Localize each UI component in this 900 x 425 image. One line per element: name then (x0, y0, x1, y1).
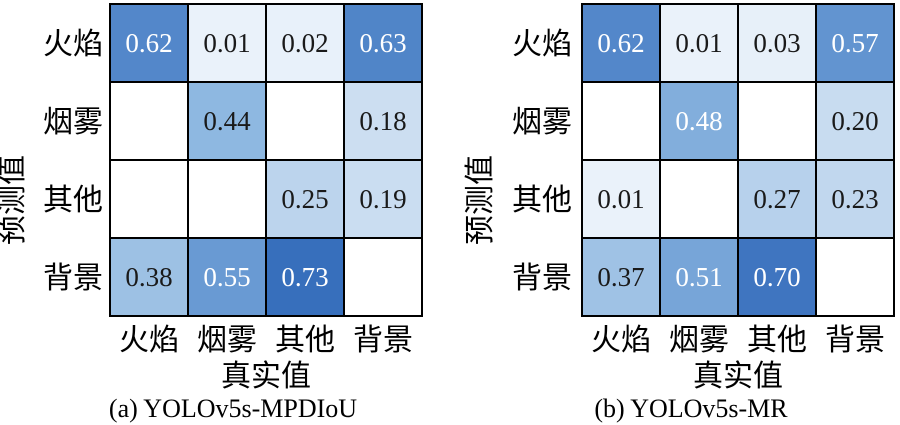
heatmap-cell (109, 3, 189, 83)
cell-value-label: 0.02 (281, 28, 328, 58)
panel-caption: (b) YOLOv5s-MR (594, 394, 788, 423)
heatmap-cell (265, 81, 345, 161)
cell-value-label: 0.01 (203, 28, 250, 58)
heatmap-cell (659, 159, 739, 239)
cell-value-label: 0.20 (831, 106, 878, 136)
cell-value-label: 0.27 (753, 184, 800, 214)
heatmap-cell (737, 159, 817, 239)
heatmap-cell (187, 237, 267, 317)
cell-value-label: 0.37 (597, 262, 644, 292)
x-tick-label: 火焰 (119, 323, 179, 358)
heatmap-cell (815, 159, 895, 239)
cell-value-label: 0.01 (675, 28, 722, 58)
cell-value-label: 0.62 (597, 28, 644, 58)
x-axis-title: 真实值 (693, 359, 783, 394)
y-axis-title: 预测值 (463, 155, 498, 245)
heatmap-cell (343, 237, 423, 317)
y-tick-label: 其他 (512, 183, 572, 218)
y-tick-label: 烟雾 (512, 105, 572, 140)
x-axis-title: 真实值 (221, 359, 311, 394)
cell-value-label: 0.38 (125, 262, 172, 292)
heatmap-cell (815, 237, 895, 317)
heatmap-cell (581, 237, 661, 317)
cell-value-label: 0.23 (831, 184, 878, 214)
x-tick-label: 背景 (825, 323, 885, 358)
heatmap-cell (343, 159, 423, 239)
y-tick-label: 背景 (43, 261, 103, 296)
cell-value-label: 0.44 (203, 106, 251, 136)
y-tick-label: 背景 (512, 261, 572, 296)
y-tick-label: 其他 (43, 183, 103, 218)
x-tick-label: 烟雾 (197, 323, 257, 358)
x-tick-label: 烟雾 (669, 323, 729, 358)
x-tick-label: 其他 (275, 323, 335, 358)
panel-caption: (a) YOLOv5s-MPDIoU (109, 394, 357, 423)
heatmap-panel-2: 0.62 0.01 0.03 0.57 0.48 0.20 0.01 0.27 0.23 0.37… (463, 3, 895, 423)
cell-value-label: 0.57 (831, 28, 878, 58)
cell-value-label: 0.03 (753, 28, 800, 58)
x-tick-label: 火焰 (591, 323, 651, 358)
heatmap-cell (737, 3, 817, 83)
heatmap-cell (815, 81, 895, 161)
heatmap-cell (659, 237, 739, 317)
heatmap-cell (343, 3, 423, 83)
heatmap-cell (109, 237, 189, 317)
heatmap-cell (737, 237, 817, 317)
heatmap-cell (581, 159, 661, 239)
heatmap-cell (737, 81, 817, 161)
cell-value-label: 0.55 (203, 262, 250, 292)
cell-value-label: 0.25 (281, 184, 328, 214)
cell-value-label: 0.62 (125, 28, 172, 58)
y-tick-label: 火焰 (512, 27, 572, 62)
y-tick-label: 火焰 (43, 27, 103, 62)
heatmap-cell (581, 81, 661, 161)
cell-value-label: 0.18 (359, 106, 406, 136)
cell-value-label: 0.48 (675, 106, 722, 136)
y-tick-label: 烟雾 (43, 105, 103, 140)
heatmap-cell (659, 81, 739, 161)
x-tick-label: 其他 (747, 323, 807, 358)
y-axis-title: 预测值 (0, 155, 30, 245)
cell-value-label: 0.19 (359, 184, 406, 214)
heatmap-cell (343, 81, 423, 161)
heatmap-cell (581, 3, 661, 83)
heatmap-cell (187, 159, 267, 239)
heatmap-cell (109, 81, 189, 161)
heatmap-panel-1: 0.62 0.01 0.02 0.63 0.44 0.18 0.25 0.19 0.38 0.55… (0, 3, 423, 423)
cell-value-label: 0.51 (675, 262, 722, 292)
heatmap-cell (187, 3, 267, 83)
cell-value-label: 0.73 (281, 262, 328, 292)
cell-value-label: 0.70 (753, 262, 800, 292)
x-tick-label: 背景 (353, 323, 413, 358)
heatmap-cell (109, 159, 189, 239)
cell-value-label: 0.01 (597, 184, 644, 214)
cell-value-label: 0.63 (359, 28, 406, 58)
